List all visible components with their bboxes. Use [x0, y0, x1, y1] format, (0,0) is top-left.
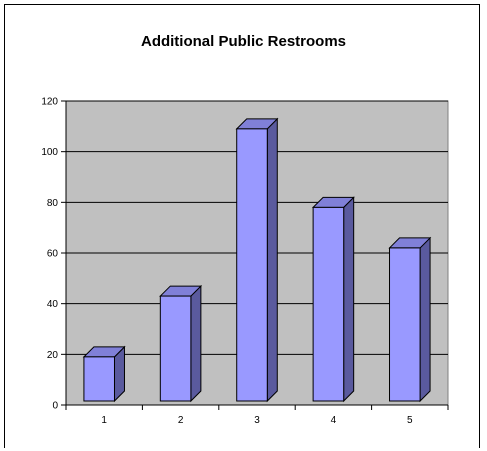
bar-side-face — [343, 196, 355, 403]
bars — [82, 117, 432, 403]
x-tick-label: 3 — [254, 415, 260, 426]
x-tick-label: 2 — [178, 415, 184, 426]
y-tick-label: 40 — [47, 299, 59, 310]
bar-front-face — [312, 206, 345, 402]
y-tick-label: 20 — [47, 350, 59, 361]
x-tick-label: 4 — [331, 415, 337, 426]
bar-front-face — [236, 128, 268, 402]
bar — [82, 345, 126, 403]
y-tick-label: 80 — [47, 198, 59, 209]
y-tick-label: 0 — [52, 401, 58, 412]
bar — [311, 196, 355, 403]
bar-side-face — [419, 236, 431, 403]
bar — [235, 117, 279, 403]
bar-front-face — [159, 295, 192, 402]
bar-side-face — [266, 117, 278, 403]
x-tick-label: 1 — [101, 415, 107, 426]
y-tick-label: 60 — [47, 249, 59, 260]
y-tick-label: 100 — [41, 147, 58, 158]
bar-front-face — [83, 356, 115, 402]
bar — [159, 284, 203, 403]
bar-side-face — [190, 284, 202, 403]
chart-title: Additional Public Restrooms — [140, 33, 347, 50]
bar — [388, 236, 432, 403]
bar-front-face — [389, 247, 421, 402]
y-tick-label: 120 — [41, 97, 58, 108]
axes: 0 20 40 60 80 100 120 1 2 3 4 5 — [41, 97, 449, 426]
x-tick-label: 5 — [407, 415, 413, 426]
chart-frame — [4, 4, 480, 448]
